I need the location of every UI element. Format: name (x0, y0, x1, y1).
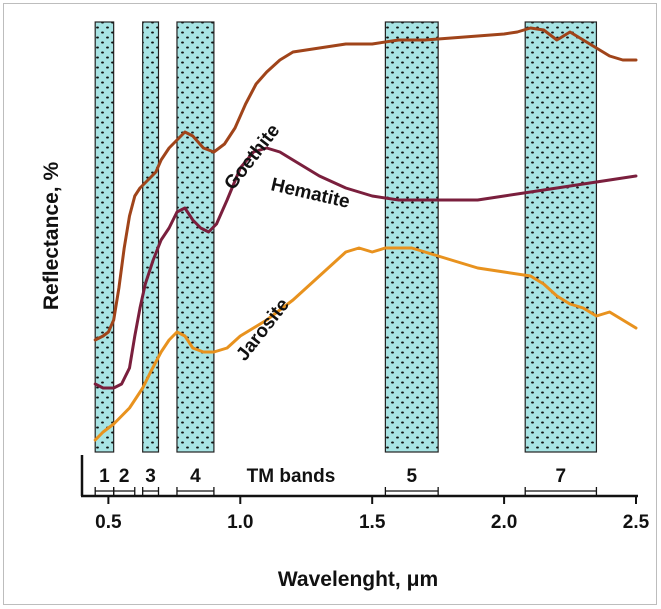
x-tick-label-0.5: 0.5 (95, 512, 122, 533)
y-axis-label: Reflectance, % (40, 162, 63, 311)
band-5-marker (384, 487, 439, 495)
x-tick-label-2.5: 2.5 (623, 512, 650, 533)
x-tick-label-1.5: 1.5 (359, 512, 386, 533)
band-2-label: 2 (119, 466, 130, 487)
band-2-marker (113, 487, 136, 495)
jarosite-label: Jarosite (232, 295, 293, 365)
hematite-label: Hematite (269, 174, 352, 213)
band-5-column (384, 21, 439, 453)
band-3-label: 3 (145, 466, 156, 487)
band-5-label: 5 (406, 466, 417, 487)
band-7-label: 7 (556, 466, 567, 487)
band-1-column (94, 21, 115, 453)
band-1-label: 1 (99, 466, 110, 487)
x-axis-label: Wavelenght, μm (278, 568, 438, 591)
band-4-column (176, 21, 215, 453)
band-7-marker (524, 487, 598, 495)
band-7-column (524, 21, 598, 453)
hematite-curve (93, 146, 638, 390)
x-tick-label-2.0: 2.0 (491, 512, 517, 533)
tm-bands-label: TM bands (247, 466, 336, 487)
band-1-marker (94, 487, 115, 495)
band-3-marker (142, 487, 160, 495)
goethite-curve (93, 26, 638, 342)
band-4-marker (176, 487, 215, 495)
x-tick-label-1.0: 1.0 (227, 512, 253, 533)
jarosite-curve (93, 246, 638, 442)
band-3-column (142, 21, 160, 453)
band-4-label: 4 (190, 466, 201, 487)
